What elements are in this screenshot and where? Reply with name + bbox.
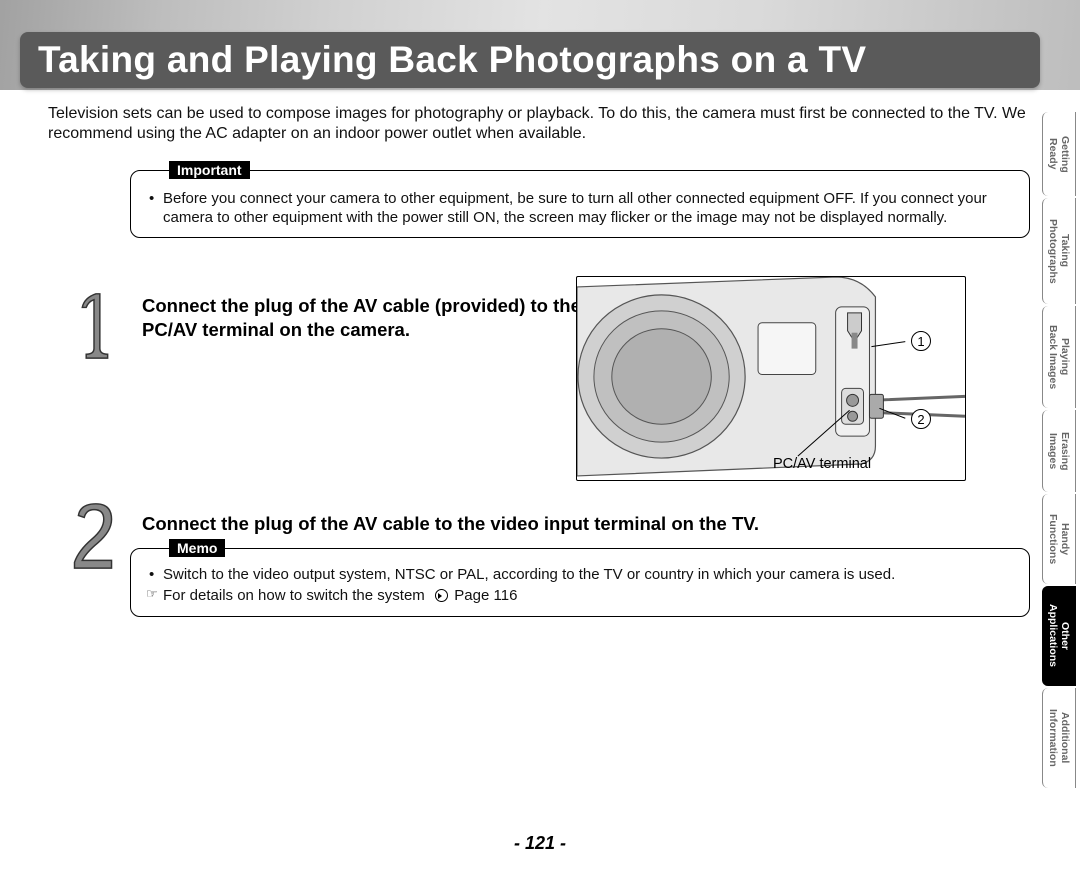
memo-refer-text: For details on how to switch the system — [163, 587, 425, 604]
page-number: - 121 - — [0, 833, 1080, 854]
intro-text: Television sets can be used to compose i… — [48, 104, 1028, 145]
tab-playing-back-images[interactable]: PlayingBack Images — [1042, 306, 1076, 408]
important-label: Important — [169, 161, 250, 179]
figure-label: PC/AV terminal — [773, 456, 871, 472]
tab-handy-functions[interactable]: HandyFunctions — [1042, 494, 1076, 584]
memo-item: Switch to the video output system, NTSC … — [149, 565, 1011, 585]
tab-getting-ready[interactable]: GettingReady — [1042, 112, 1076, 196]
tab-erasing-images[interactable]: ErasingImages — [1042, 410, 1076, 492]
step-number-2-icon — [62, 496, 126, 574]
memo-page-ref: Page 116 — [454, 587, 517, 604]
step-number-1-icon — [62, 286, 126, 364]
step-2-text: Connect the plug of the AV cable to the … — [142, 512, 1002, 536]
memo-item: For details on how to switch the system … — [149, 586, 1011, 606]
camera-illustration — [577, 277, 965, 481]
page-title: Taking and Playing Back Photographs on a… — [38, 39, 866, 81]
memo-label: Memo — [169, 539, 225, 557]
camera-terminal-figure: 1 2 PC/AV terminal — [576, 276, 966, 481]
important-callout-box: Important Before you connect your camera… — [130, 170, 1030, 238]
figure-callout-2: 2 — [911, 409, 931, 429]
page-ref-arrow-icon — [435, 589, 448, 602]
memo-callout-box: Memo Switch to the video output system, … — [130, 548, 1030, 617]
tab-taking-photographs[interactable]: TakingPhotographs — [1042, 198, 1076, 304]
tab-additional-information[interactable]: AdditionalInformation — [1042, 688, 1076, 788]
figure-callout-1: 1 — [911, 331, 931, 351]
step-1-text: Connect the plug of the AV cable (provid… — [142, 294, 632, 342]
page-title-bar: Taking and Playing Back Photographs on a… — [20, 32, 1040, 88]
side-tabs: GettingReady TakingPhotographs PlayingBa… — [1042, 112, 1076, 788]
tab-other-applications[interactable]: OtherApplications — [1042, 586, 1076, 686]
important-item: Before you connect your camera to other … — [149, 189, 1011, 227]
